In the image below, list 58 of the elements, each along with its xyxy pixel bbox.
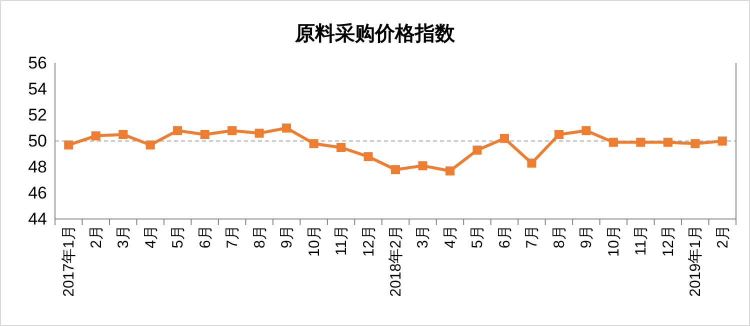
- x-tick-label: 5月: [170, 225, 187, 248]
- point: [228, 126, 237, 136]
- point: [418, 161, 428, 170]
- point: [118, 130, 128, 139]
- point: [472, 146, 482, 155]
- point: [636, 138, 646, 147]
- point: [254, 128, 264, 138]
- point: [445, 166, 454, 176]
- point: [200, 130, 210, 139]
- x-tick-label: 11月: [333, 225, 350, 256]
- y-tick-label: 46: [28, 184, 47, 202]
- x-tick-label: 12月: [360, 225, 378, 257]
- point: [146, 140, 155, 150]
- x-tick-label: 11月: [632, 225, 650, 256]
- x-tick-label: 6月: [196, 225, 214, 248]
- x-tick-label: 9月: [578, 225, 596, 248]
- x-tick-label: 10月: [306, 225, 323, 257]
- y-tick-label: 54: [28, 80, 47, 98]
- x-tick-label: 2月: [714, 225, 732, 248]
- x-tick-label: 2018年2月: [388, 225, 404, 297]
- chart-title: 原料采购价格指数: [294, 22, 456, 45]
- y-tick-label: 44: [28, 210, 47, 228]
- y-tick-label: 56: [28, 54, 47, 72]
- x-tick-label: 4月: [142, 225, 160, 248]
- y-tick-label: 50: [28, 132, 47, 150]
- x-tick-label: 4月: [442, 225, 459, 248]
- point: [309, 139, 318, 148]
- y-tick-label: 48: [28, 158, 47, 176]
- x-tick-label: 9月: [278, 225, 296, 248]
- point: [554, 130, 564, 139]
- point: [582, 126, 591, 136]
- point: [527, 158, 536, 168]
- x-tick-label: 12月: [660, 225, 677, 257]
- x-tick-label: 2019年1月: [687, 225, 704, 297]
- point: [663, 138, 672, 147]
- point: [64, 140, 74, 150]
- point: [608, 138, 618, 147]
- point: [690, 139, 700, 148]
- x-tick-label: 6月: [496, 225, 514, 248]
- x-tick-label: 2月: [88, 225, 105, 248]
- x-tick-label: 3月: [115, 225, 132, 248]
- point: [500, 134, 509, 143]
- point: [391, 165, 400, 174]
- x-tick-label: 10月: [605, 225, 622, 257]
- x-tick-label: 7月: [224, 225, 242, 248]
- x-tick-label: 7月: [524, 225, 541, 248]
- point: [282, 124, 292, 132]
- point: [91, 131, 100, 140]
- point: [718, 136, 727, 146]
- x-tick-label: 5月: [469, 225, 486, 248]
- y-tick-label: 52: [28, 106, 47, 124]
- x-tick-label: 8月: [550, 225, 568, 248]
- point: [336, 143, 346, 152]
- point: [364, 152, 373, 162]
- x-tick-label: 8月: [251, 225, 268, 248]
- x-tick-label: 2017年1月: [60, 225, 78, 297]
- x-tick-label: 3月: [414, 225, 432, 248]
- point: [173, 126, 182, 136]
